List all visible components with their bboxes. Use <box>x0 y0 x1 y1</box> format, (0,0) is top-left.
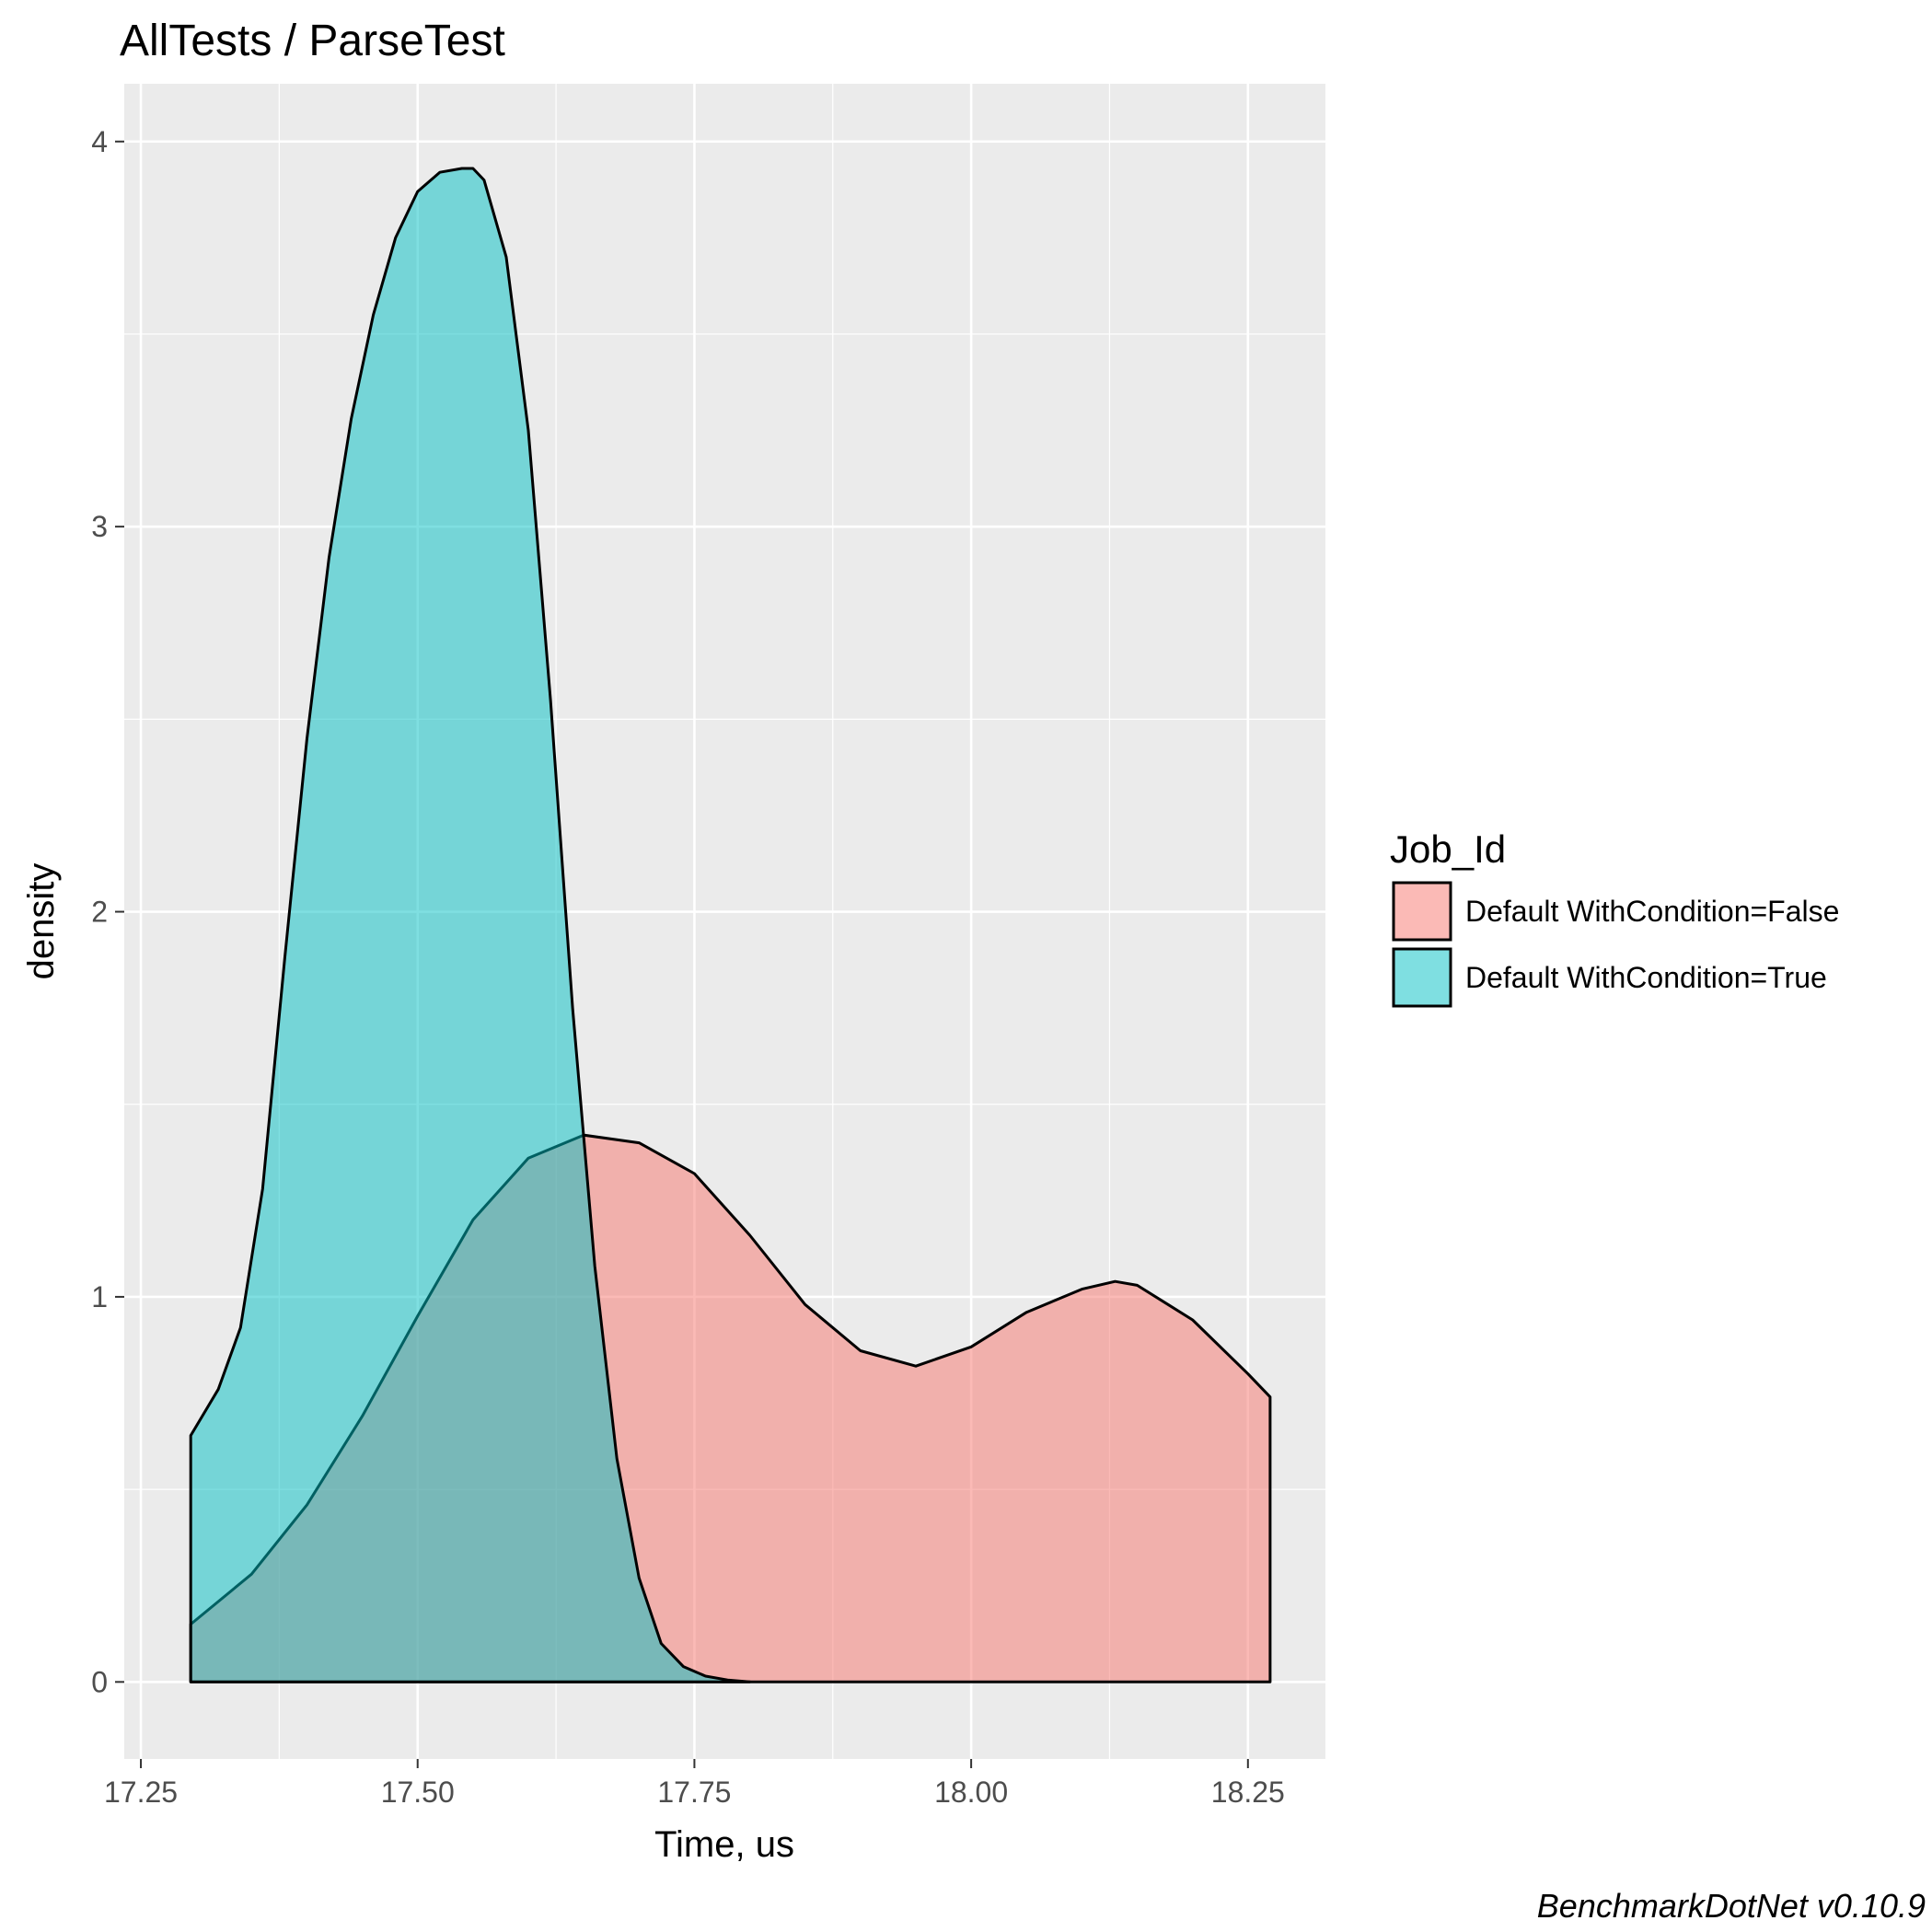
x-axis: 17.25 17.50 17.75 18.00 18.25 <box>104 1759 1285 1809</box>
x-tick-label: 18.00 <box>934 1776 1008 1809</box>
legend-label-2: Default WithCondition=True <box>1465 961 1827 994</box>
legend-title: Job_Id <box>1390 827 1506 871</box>
density-areas <box>189 167 1272 1683</box>
chart-title: AllTests / ParseTest <box>120 17 505 65</box>
legend-label-1: Default WithCondition=False <box>1465 895 1839 928</box>
y-tick-label: 0 <box>91 1665 108 1698</box>
x-tick-label: 17.75 <box>657 1776 731 1809</box>
x-axis-title: Time, us <box>654 1824 794 1865</box>
legend-key-1 <box>1392 881 1452 942</box>
y-tick-label: 4 <box>91 125 108 158</box>
caption: BenchmarkDotNet v0.10.9 <box>1537 1887 1926 1925</box>
legend: Job_Id Default WithCondition=False Defaul… <box>1390 827 1839 1008</box>
legend-key-2 <box>1392 947 1452 1008</box>
x-tick-label: 17.25 <box>104 1776 178 1809</box>
y-tick-label: 3 <box>91 510 108 543</box>
y-tick-label: 1 <box>91 1280 108 1313</box>
density-area-2 <box>189 167 752 1683</box>
y-axis: 0 1 2 3 4 <box>91 125 124 1698</box>
x-tick-label: 18.25 <box>1211 1776 1285 1809</box>
y-axis-title: density <box>21 863 62 980</box>
y-tick-label: 2 <box>91 896 108 929</box>
x-tick-label: 17.50 <box>381 1776 455 1809</box>
